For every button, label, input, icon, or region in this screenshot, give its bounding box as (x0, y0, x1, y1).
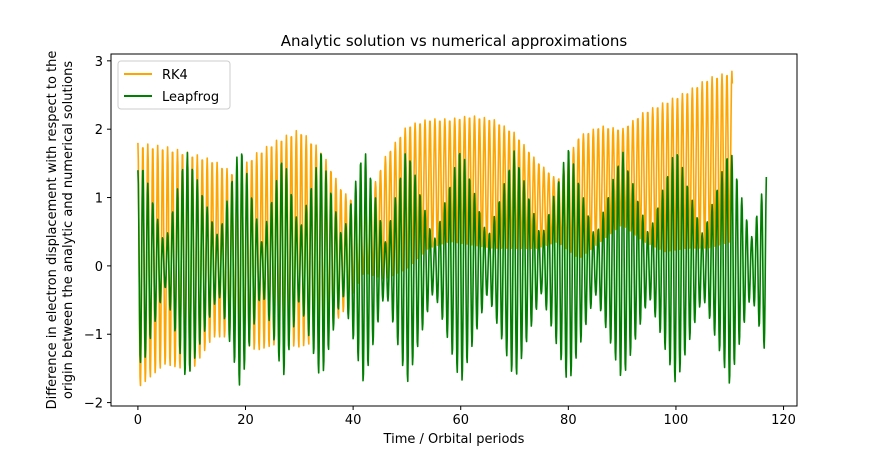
legend: RK4 Leapfrog (117, 60, 231, 110)
y-tick-label: 2 (95, 123, 103, 138)
x-tick-label: 60 (452, 413, 469, 428)
legend-label-leapfrog: Leapfrog (162, 90, 219, 105)
y-tick-label: 3 (95, 55, 103, 70)
x-tick-label: 100 (664, 413, 689, 428)
y-axis-label: Difference in electron displacement with… (45, 51, 76, 410)
y-axis: −2 −1 0 1 2 3 (84, 55, 111, 412)
x-tick-label: 40 (345, 413, 362, 428)
y-axis-label-line-1: Difference in electron displacement with… (45, 51, 60, 410)
x-axis-label: Time / Orbital periods (383, 432, 525, 447)
legend-label-rk4: RK4 (162, 68, 188, 83)
x-axis: 0 20 40 60 80 100 120 (134, 406, 796, 428)
x-tick-label: 0 (134, 413, 142, 428)
y-tick-label: −2 (84, 397, 103, 412)
x-tick-label: 80 (560, 413, 577, 428)
series-line-leapfrog (137, 149, 768, 386)
y-axis-label-line-2: origin between the analytic and numerica… (61, 61, 76, 399)
y-tick-label: −1 (84, 328, 103, 343)
x-tick-label: 20 (237, 413, 254, 428)
y-tick-label: 0 (95, 260, 103, 275)
chart-title: Analytic solution vs numerical approxima… (281, 32, 628, 50)
plot-frame (110, 53, 798, 407)
series-layer (137, 70, 768, 387)
y-tick-label: 1 (95, 192, 103, 207)
x-tick-label: 120 (771, 413, 796, 428)
